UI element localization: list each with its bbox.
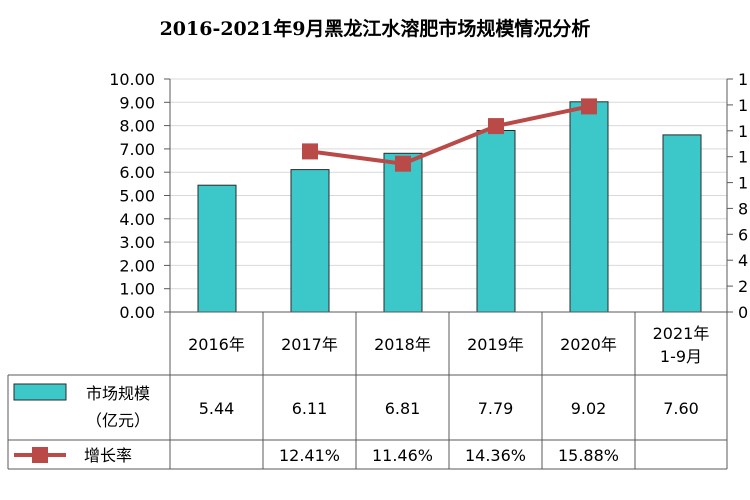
svg-text:2017年: 2017年 <box>281 335 338 354</box>
svg-text:市场规模: 市场规模 <box>86 384 150 403</box>
svg-text:2: 2 <box>738 277 748 296</box>
svg-text:（亿元）: （亿元） <box>86 411 150 430</box>
svg-text:3.00: 3.00 <box>119 233 155 252</box>
svg-text:1: 1 <box>738 70 748 89</box>
bar-2016 <box>197 184 237 313</box>
svg-text:12.41%: 12.41% <box>279 446 340 465</box>
y-axis-left: 0.00 1.00 2.00 3.00 4.00 5.00 6.00 7.00 … <box>109 70 170 322</box>
svg-text:4.00: 4.00 <box>119 210 155 229</box>
svg-text:2021年: 2021年 <box>653 324 710 343</box>
svg-text:9.00: 9.00 <box>119 93 155 112</box>
bar-2017 <box>290 169 330 313</box>
data-table-row-market-size: 市场规模 （亿元） 5.44 6.11 6.81 7.79 9.02 7.60 <box>13 383 699 430</box>
legend-line-icon <box>14 447 66 463</box>
svg-text:2016年: 2016年 <box>188 335 245 354</box>
svg-text:11.46%: 11.46% <box>372 446 433 465</box>
bar-2021 <box>662 134 702 313</box>
svg-text:2019年: 2019年 <box>467 335 524 354</box>
svg-text:6.81: 6.81 <box>385 399 421 418</box>
svg-text:1: 1 <box>738 148 748 167</box>
bar-2020 <box>569 101 609 313</box>
svg-text:15.88%: 15.88% <box>558 446 619 465</box>
svg-text:4: 4 <box>738 251 748 270</box>
svg-text:7.79: 7.79 <box>478 399 514 418</box>
svg-text:1.00: 1.00 <box>119 280 155 299</box>
legend-bar-icon <box>13 383 67 401</box>
svg-text:6.00: 6.00 <box>119 163 155 182</box>
svg-text:5.00: 5.00 <box>119 187 155 206</box>
data-table-header: 2016年 2017年 2018年 2019年 2020年 2021年 1-9月 <box>188 324 709 366</box>
svg-text:8.00: 8.00 <box>119 117 155 136</box>
svg-text:0: 0 <box>738 303 748 322</box>
svg-text:1: 1 <box>738 122 748 141</box>
svg-text:6.11: 6.11 <box>292 399 328 418</box>
data-table-row-growth-rate: 增长率 12.41% 11.46% 14.36% 15.88% <box>14 446 619 465</box>
svg-text:14.36%: 14.36% <box>465 446 526 465</box>
svg-text:8: 8 <box>738 199 748 218</box>
bar-2019 <box>476 130 516 313</box>
data-table-grid <box>7 311 728 470</box>
svg-text:1: 1 <box>738 174 748 193</box>
line-series-growth <box>302 98 597 172</box>
svg-text:2.00: 2.00 <box>119 256 155 275</box>
svg-text:5.44: 5.44 <box>199 399 235 418</box>
svg-text:7.00: 7.00 <box>119 140 155 159</box>
svg-text:2020年: 2020年 <box>560 335 617 354</box>
y-axis-right: 1 1 1 1 1 8 6 4 2 0 <box>727 70 748 322</box>
svg-text:9.02: 9.02 <box>571 399 607 418</box>
svg-text:0.00: 0.00 <box>119 303 155 322</box>
svg-text:增长率: 增长率 <box>84 446 132 465</box>
svg-text:2018年: 2018年 <box>374 335 431 354</box>
chart-title: 2016-2021年9月黑龙江水溶肥市场规模情况分析 <box>159 18 591 40</box>
svg-text:1-9月: 1-9月 <box>660 347 702 366</box>
bar-series-market-size <box>197 101 702 313</box>
gridlines <box>170 78 727 290</box>
svg-text:1: 1 <box>738 96 748 115</box>
svg-text:10.00: 10.00 <box>109 70 155 89</box>
svg-text:6: 6 <box>738 225 748 244</box>
svg-text:7.60: 7.60 <box>663 399 699 418</box>
bar-2018 <box>383 152 423 313</box>
